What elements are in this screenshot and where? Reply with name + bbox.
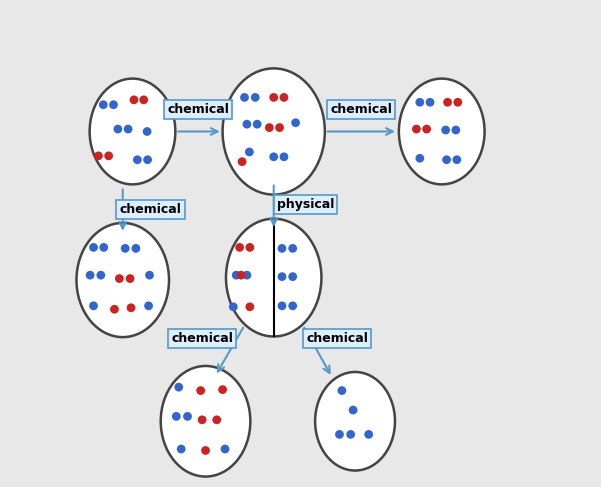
Circle shape — [245, 243, 254, 252]
Circle shape — [133, 155, 142, 164]
Circle shape — [243, 271, 251, 280]
Circle shape — [269, 152, 278, 161]
Circle shape — [232, 271, 240, 280]
Ellipse shape — [90, 78, 175, 185]
Circle shape — [144, 301, 153, 310]
Circle shape — [291, 118, 300, 127]
Circle shape — [221, 445, 230, 453]
Circle shape — [198, 415, 207, 424]
Circle shape — [288, 272, 297, 281]
Circle shape — [442, 155, 451, 164]
Circle shape — [279, 93, 288, 102]
Ellipse shape — [226, 219, 322, 337]
Circle shape — [218, 385, 227, 394]
Circle shape — [99, 100, 108, 109]
Circle shape — [278, 272, 287, 281]
Text: physical: physical — [276, 198, 334, 211]
Circle shape — [288, 244, 297, 253]
Circle shape — [364, 430, 373, 439]
Ellipse shape — [76, 223, 169, 337]
Circle shape — [132, 244, 140, 253]
Circle shape — [251, 93, 260, 102]
Circle shape — [338, 386, 346, 395]
Circle shape — [89, 243, 98, 252]
Circle shape — [145, 271, 154, 280]
Circle shape — [245, 148, 254, 156]
Circle shape — [183, 412, 192, 421]
Circle shape — [243, 120, 251, 129]
Circle shape — [278, 301, 287, 310]
Circle shape — [126, 274, 135, 283]
Circle shape — [109, 100, 118, 109]
Text: chemical: chemical — [171, 332, 233, 345]
Circle shape — [124, 125, 132, 133]
Circle shape — [423, 125, 431, 133]
Ellipse shape — [160, 366, 251, 477]
Circle shape — [121, 244, 130, 253]
Ellipse shape — [315, 372, 395, 470]
Circle shape — [275, 123, 284, 132]
Text: chemical: chemical — [331, 103, 392, 116]
Circle shape — [412, 125, 421, 133]
Circle shape — [139, 95, 148, 104]
Circle shape — [237, 157, 246, 166]
Circle shape — [94, 151, 103, 160]
Circle shape — [426, 98, 435, 107]
Circle shape — [201, 446, 210, 455]
Circle shape — [245, 302, 254, 311]
Circle shape — [86, 271, 94, 280]
Circle shape — [415, 154, 424, 163]
Circle shape — [269, 93, 278, 102]
Circle shape — [453, 155, 461, 164]
Circle shape — [99, 243, 108, 252]
Circle shape — [278, 244, 287, 253]
Circle shape — [212, 415, 221, 424]
Circle shape — [237, 271, 245, 280]
Circle shape — [451, 126, 460, 134]
Circle shape — [110, 305, 119, 314]
Text: chemical: chemical — [306, 332, 368, 345]
Circle shape — [229, 302, 237, 311]
Circle shape — [288, 301, 297, 310]
Circle shape — [143, 155, 152, 164]
Ellipse shape — [222, 68, 325, 195]
Circle shape — [177, 445, 186, 453]
Circle shape — [197, 386, 205, 395]
Circle shape — [443, 98, 452, 107]
Circle shape — [96, 271, 105, 280]
Circle shape — [253, 120, 261, 129]
Text: chemical: chemical — [120, 203, 182, 216]
Text: chemical: chemical — [167, 103, 229, 116]
Circle shape — [346, 430, 355, 439]
Circle shape — [349, 406, 358, 414]
Circle shape — [240, 93, 249, 102]
Ellipse shape — [399, 78, 484, 185]
Circle shape — [415, 98, 424, 107]
Circle shape — [335, 430, 344, 439]
Circle shape — [453, 98, 462, 107]
Circle shape — [89, 301, 98, 310]
Circle shape — [127, 303, 135, 312]
Circle shape — [130, 95, 138, 104]
Circle shape — [115, 274, 124, 283]
Circle shape — [235, 243, 244, 252]
Circle shape — [142, 127, 151, 136]
Circle shape — [104, 151, 113, 160]
Circle shape — [114, 125, 122, 133]
Circle shape — [441, 126, 450, 134]
Circle shape — [279, 152, 288, 161]
Circle shape — [172, 412, 181, 421]
Circle shape — [265, 123, 273, 132]
Circle shape — [174, 383, 183, 392]
